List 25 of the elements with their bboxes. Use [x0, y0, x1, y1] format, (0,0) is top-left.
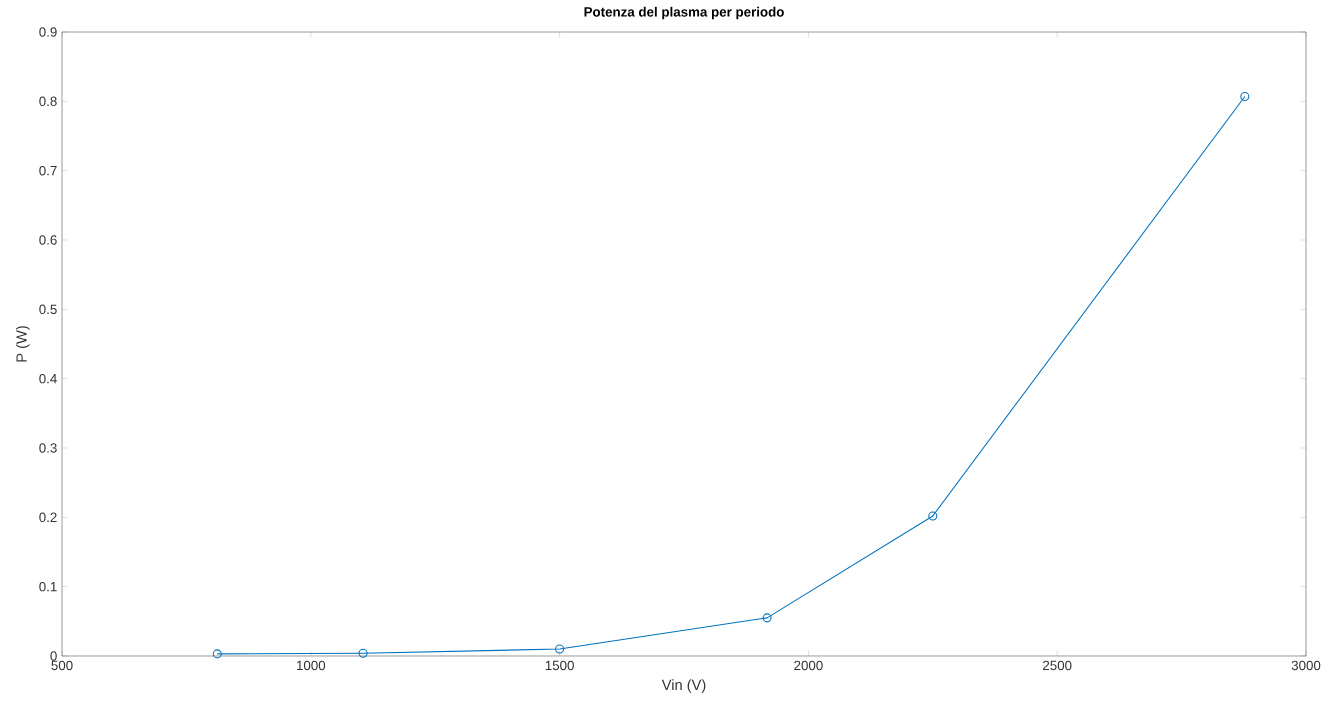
y-tick-label: 0.5: [39, 304, 57, 315]
point: [1240, 91, 1250, 102]
point: [928, 511, 938, 521]
point: [358, 648, 368, 658]
point: [762, 613, 772, 623]
x-tick-label: 2500: [1043, 660, 1072, 671]
y-tick-label: 0.3: [39, 443, 57, 453]
x-tick-label: 2000: [794, 660, 823, 671]
y-tick-label: 0: [50, 651, 57, 661]
y-tick-label: 0.7: [39, 165, 57, 176]
y-tick-label: 0.2: [39, 512, 57, 523]
point: [555, 644, 565, 654]
y-tick-label: 0.4: [39, 373, 57, 384]
y-axis-title: P (W): [15, 326, 30, 362]
y-tick-label: 0.9: [39, 27, 57, 37]
y-tick-label: 0.8: [39, 96, 57, 107]
y-tick-label: 0.6: [39, 235, 57, 245]
x-axis-title: Vin (V): [661, 679, 706, 693]
x-tick-label: 500: [51, 660, 73, 671]
chart-title: Potenza del plasma per periodo: [584, 6, 784, 20]
x-tick-label: 1000: [297, 660, 326, 671]
x-tick-label: 3000: [1291, 660, 1321, 671]
point: [212, 649, 222, 659]
x-tick-label: 1500: [545, 660, 574, 671]
y-tick-label: 0.1: [39, 581, 57, 592]
